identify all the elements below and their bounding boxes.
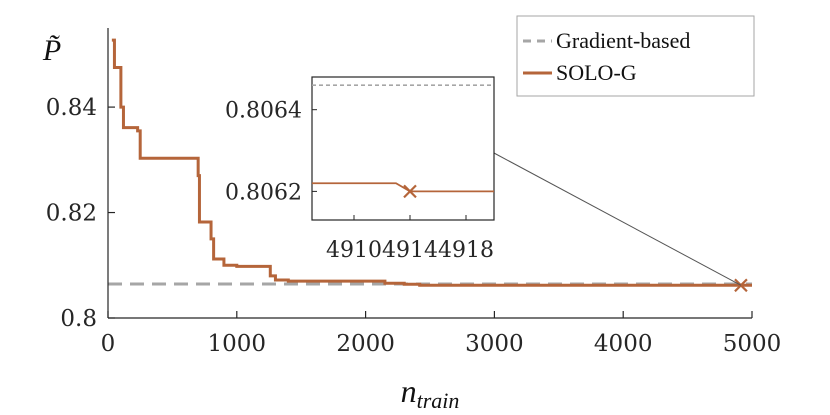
y-tick-label: 0.84 [46, 95, 97, 121]
legend-gradient-label: Gradient-based [556, 28, 690, 53]
legend-box [516, 15, 755, 97]
x-tick-label: 3000 [465, 331, 524, 357]
inset-x-tick-label: 4910 [326, 238, 382, 263]
x-tick-label: 5000 [723, 331, 782, 357]
x-axis-label: ntrain [401, 373, 460, 413]
y-axis-label: P̃ [42, 34, 61, 67]
x-tick-label: 0 [101, 331, 116, 357]
inset-plot: 4910 4914 4918 0.8062 0.8064 [225, 76, 742, 286]
x-axis-label-base: n [401, 373, 417, 409]
inset-solo-g-line [312, 182, 494, 193]
y-tick-label: 0.82 [46, 201, 97, 227]
inset-y-tick-label: 0.8064 [225, 99, 302, 124]
cross-stroke-b [403, 184, 417, 199]
main-axes: 0 1000 2000 3000 4000 5000 0.8 0.82 0.84 [46, 28, 781, 357]
axis-labels: P̃ ntrain [42, 34, 460, 413]
legend-solo-label: SOLO-G [556, 60, 637, 85]
x-tick-label: 4000 [594, 331, 653, 357]
zoom-connector-line [493, 152, 742, 286]
solo-g-line [111, 38, 752, 287]
inset-frame [311, 76, 495, 221]
main-plot: 0 1000 2000 3000 4000 5000 0.8 0.82 0.84 [46, 28, 781, 357]
inset-y-tick-label: 0.8062 [225, 180, 302, 205]
x-tick-label: 1000 [208, 331, 267, 357]
inset-x-tick-label: 4914 [382, 238, 438, 263]
legend: Gradient-based SOLO-G [516, 15, 755, 97]
x-axis-label-subscript: train [417, 388, 460, 413]
y-tick-label: 0.8 [60, 306, 97, 332]
x-tick-label: 2000 [336, 331, 395, 357]
inset-x-tick-label: 4918 [438, 238, 494, 263]
inset-cross-marker [403, 184, 417, 199]
